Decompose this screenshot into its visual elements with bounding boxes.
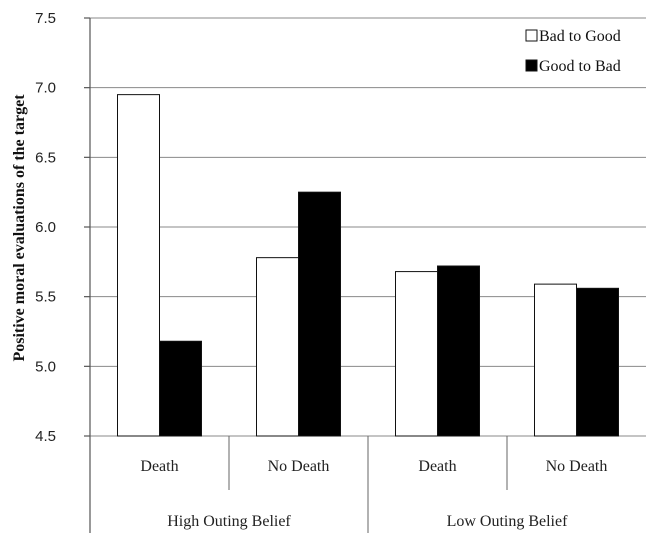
bar-good-to-bad-3 <box>576 287 619 437</box>
x-category-labels: Death No Death Death No Death High Outing Be… <box>140 458 607 530</box>
x-category-label: No Death <box>546 458 608 475</box>
y-tick-label: 5.0 <box>35 358 56 375</box>
bar-bad-to-good-1 <box>256 257 299 437</box>
x-category-label: Death <box>140 458 178 475</box>
y-tick-label: 5.5 <box>35 289 56 306</box>
legend: Bad to Good Good to Bad <box>525 28 621 75</box>
y-tick-label: 7.0 <box>35 80 56 97</box>
y-tick-label: 7.5 <box>35 10 56 27</box>
legend-label: Good to Bad <box>539 58 621 75</box>
y-axis-label: Positive moral evaluations of the target <box>11 94 28 362</box>
axes <box>84 17 508 533</box>
bars <box>117 94 619 437</box>
x-category-label: Death <box>418 458 456 475</box>
legend-label: Bad to Good <box>539 28 621 45</box>
x-group-label: Low Outing Belief <box>447 513 569 530</box>
x-category-label: No Death <box>268 458 330 475</box>
bar-bad-to-good-3 <box>534 283 577 437</box>
y-tick-label: 6.5 <box>35 149 56 166</box>
y-tick-labels: 4.5 5.0 5.5 6.0 6.5 7.0 7.5 <box>35 10 56 445</box>
legend-swatch <box>525 59 538 72</box>
legend-swatch <box>525 29 538 42</box>
bar-good-to-bad-1 <box>298 191 341 437</box>
x-group-label: High Outing Belief <box>167 513 291 530</box>
bar-bad-to-good-0 <box>117 94 160 437</box>
bar-good-to-bad-2 <box>437 265 480 437</box>
y-tick-label: 4.5 <box>35 428 56 445</box>
y-tick-label: 6.0 <box>35 219 56 236</box>
bar-good-to-bad-0 <box>159 340 202 437</box>
bar-bad-to-good-2 <box>395 271 438 437</box>
